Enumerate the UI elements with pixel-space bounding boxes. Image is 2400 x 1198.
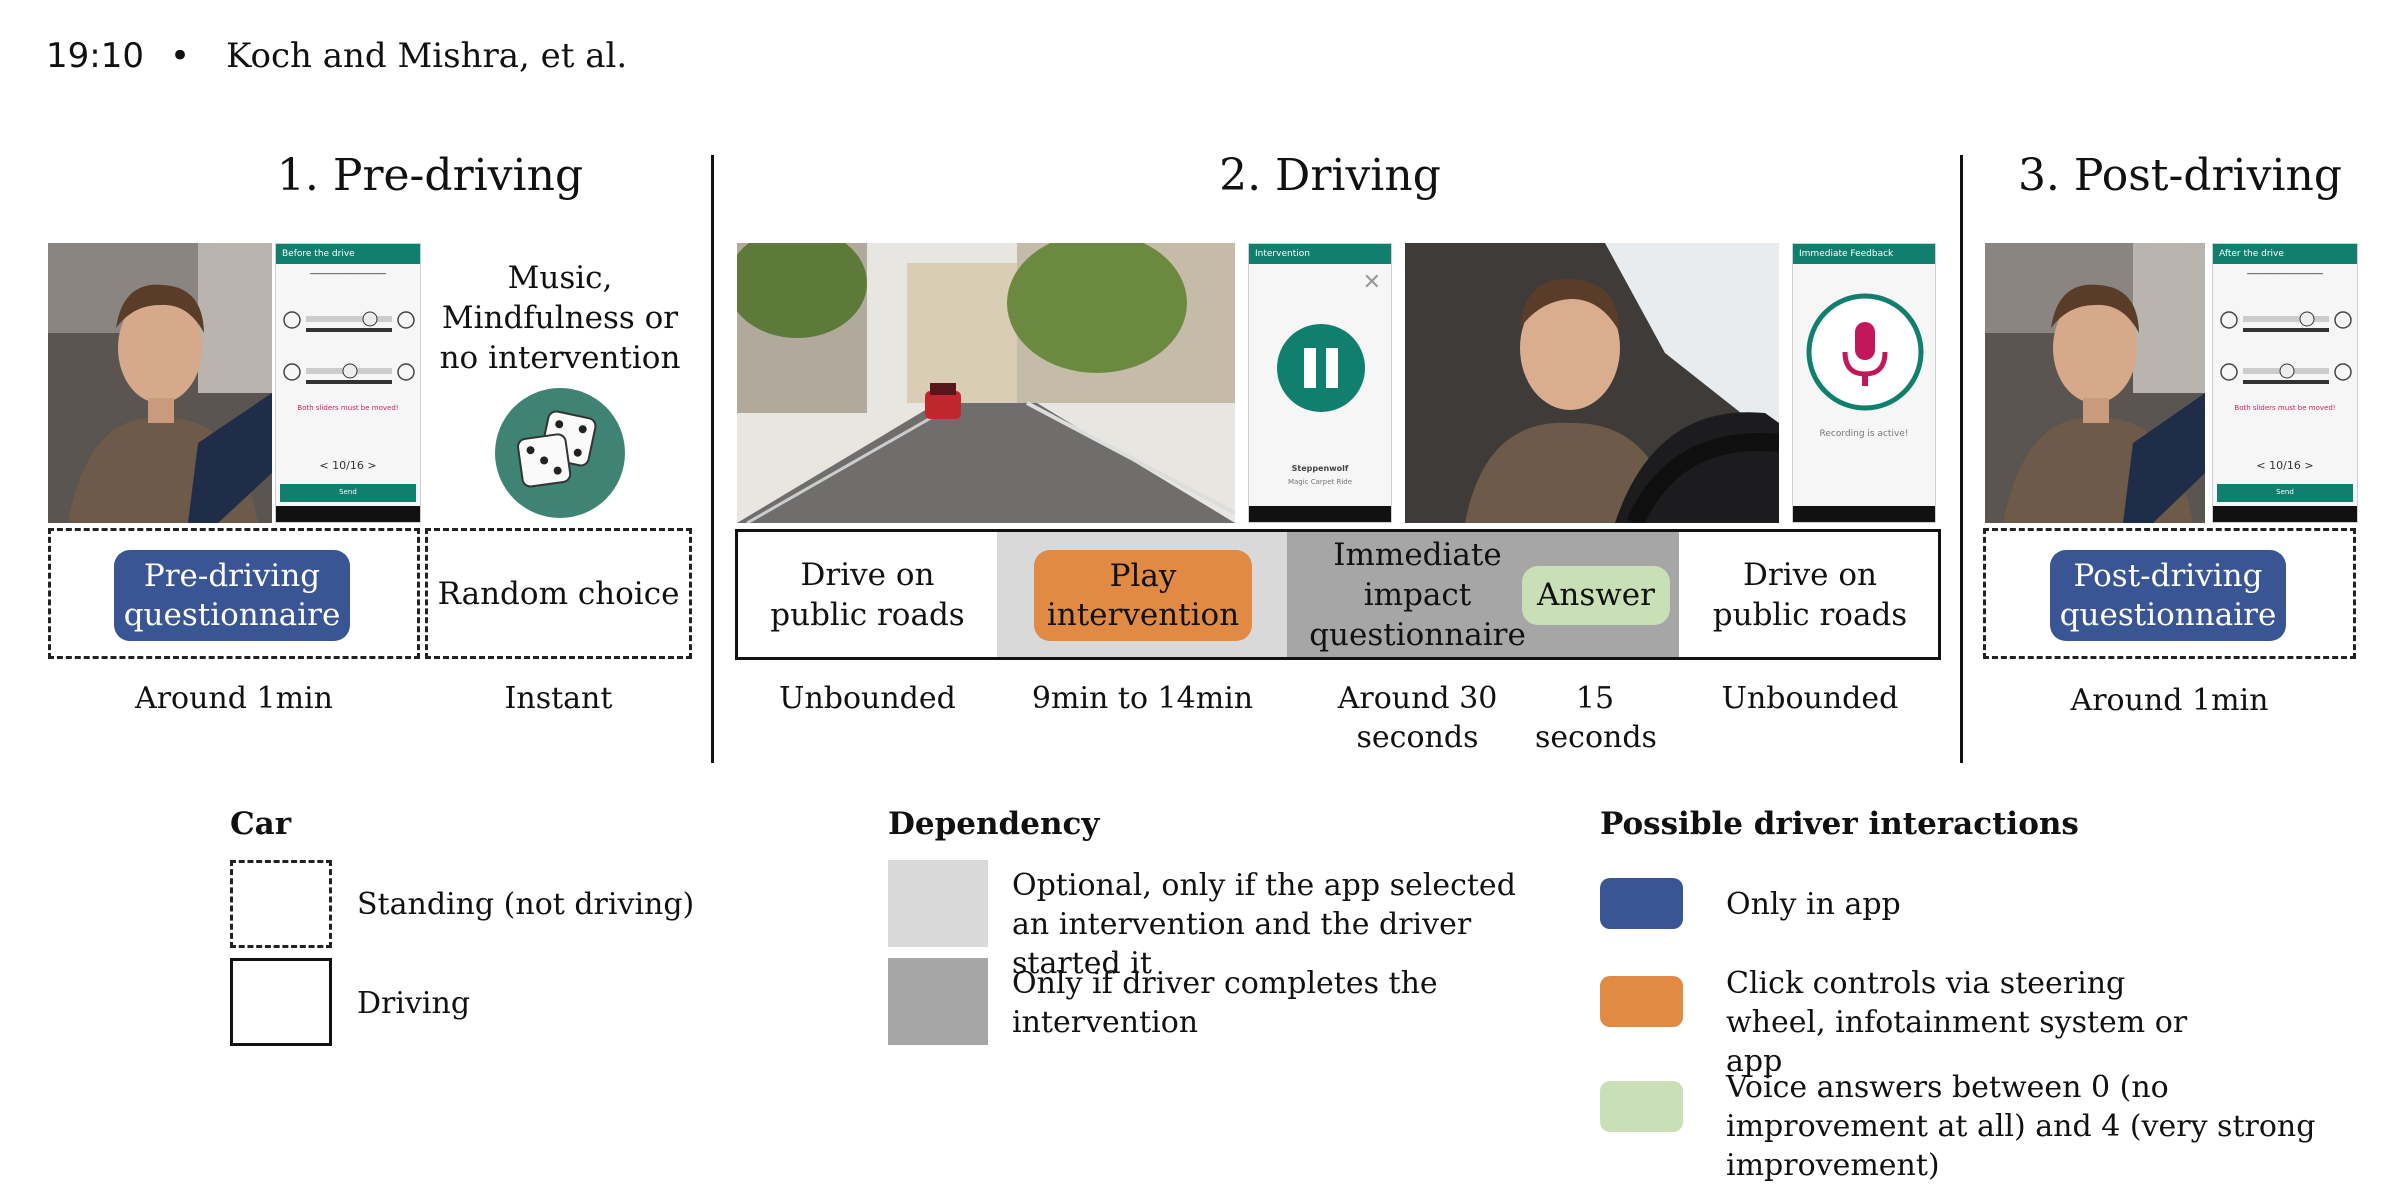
post-driving-questionnaire-box [1983,528,2356,659]
track-title: Steppenwolf [1291,464,1349,473]
play-intervention-pill: Play intervention [1034,550,1252,641]
legend-optional-label: Optional, only if the app selected an in… [1012,868,1516,981]
legend-dependency-title: Dependency [888,806,1100,842]
microphone-icon [1805,292,1925,412]
legend-app-label: Only in app [1726,887,1901,922]
close-icon: ✕ [1362,270,1381,295]
legend-interactions-title: Possible driver interactions [1600,806,2079,842]
legend-car-title: Car [230,806,292,842]
app-warning: Both sliders must be moved! [297,404,399,412]
dice-icon [495,388,625,518]
impact-duration: Around 30 seconds [1337,681,1498,755]
section-title-post-driving: 3. Post-driving [2017,150,2343,201]
app-title-bar: After the drive [2213,244,2357,264]
drive1-duration: Unbounded [779,681,956,716]
section-divider-1 [711,155,714,763]
app-title-bar: Intervention [1249,244,1391,264]
drive2-duration: Unbounded [1721,681,1899,716]
section-title-pre-driving: 1. Pre-driving [276,150,584,201]
feedback-app-screen: Immediate Feedback Recording is active! [1792,243,1936,523]
random-choice-label: Random choice [437,575,680,612]
play-duration: 9min to 14min [1031,681,1254,716]
street-photo [737,243,1235,523]
header-authors: Koch and Mishra, et al. [226,36,628,76]
drive-public-roads-label-2: Drive on public roads [1712,556,1908,633]
driver-photo-pre [48,243,272,523]
section-divider-2 [1960,155,1963,763]
legend-completes-swatch [888,958,988,1045]
random-choice-duration: Instant [504,681,613,716]
legend-completes-label: Only if driver completes the interventio… [1012,966,1438,1040]
intervention-app-screen: Intervention ✕ Steppenwolf Magic Carpet … [1248,243,1392,523]
driver-photo-post [1985,243,2205,523]
post-questionnaire-duration: Around 1min [2070,683,2269,718]
intervention-choice-line-2: Mindfulness or [441,300,679,336]
recording-status: Recording is active! [1819,429,1909,439]
track-subtitle: Magic Carpet Ride [1287,478,1353,486]
app-pager: < 10/16 > [319,459,377,472]
app-pager: < 10/16 > [2256,459,2314,472]
legend-standing-label: Standing (not driving) [357,887,695,922]
post-driving-app-screen: After the drive ━━━━━━━━━━━━━━━━━━ Both … [2212,243,2358,523]
legend-click-swatch [1600,976,1683,1027]
pre-driving-questionnaire-box [48,528,420,659]
header-bullet: • [170,36,191,76]
intervention-choice-line-1: Music, [507,260,613,296]
post-driving-questionnaire-pill: Post-driving questionnaire [2050,550,2286,641]
app-title-bar: Immediate Feedback [1793,244,1935,264]
pre-questionnaire-duration: Around 1min [135,681,333,716]
answer-duration: 15 seconds [1535,681,1657,755]
legend-standing-swatch [230,860,332,948]
intervention-choice-line-3: no intervention [439,340,681,376]
legend-driving-swatch [230,958,332,1046]
app-title-bar: Before the drive [276,244,420,264]
pre-driving-app-screen: Before the drive ━━━━━━━━━━━━━━━━━━ Both… [275,243,421,523]
legend-voice-label: Voice answers between 0 (no improvement … [1726,1070,2316,1183]
answer-pill: Answer [1522,566,1670,625]
driver-photo-driving [1405,243,1779,523]
page-number: 19:10 [46,36,144,76]
app-send: Send [2276,488,2294,496]
legend-app-swatch [1600,878,1683,929]
legend-click-label: Click controls via steering wheel, infot… [1726,966,2188,1079]
drive-public-roads-label-1: Drive on public roads [770,556,965,633]
legend-voice-swatch [1600,1081,1683,1132]
driving-timeline-box [735,529,1941,660]
pause-icon [1277,324,1365,412]
legend-driving-label: Driving [357,986,471,1021]
random-choice-box [425,528,692,659]
app-warning: Both sliders must be moved! [2234,404,2336,412]
legend-optional-swatch [888,860,988,947]
pre-driving-questionnaire-pill: Pre-driving questionnaire [114,550,350,641]
section-title-driving: 2. Driving [1219,150,1441,201]
app-send: Send [339,488,357,496]
immediate-impact-questionnaire-label: Immediate impact questionnaire [1309,536,1526,653]
